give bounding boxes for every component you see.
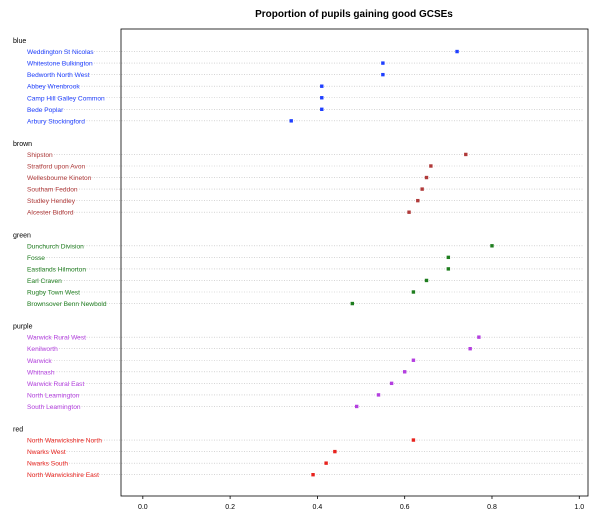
data-point: [424, 278, 429, 283]
data-point: [311, 473, 315, 477]
data-point: [320, 107, 324, 111]
row-label: Warwick Rural East: [27, 381, 84, 388]
data-point: [429, 164, 433, 168]
row-label: North Warwickshire East: [27, 472, 99, 479]
data-point: [407, 210, 411, 214]
data-point: [320, 96, 324, 100]
row-label: Whitestone Bulkington: [27, 61, 93, 68]
row-label: Alcester Bidford: [27, 210, 74, 217]
plot-frame: [120, 28, 589, 497]
row-label: Dunchurch Division: [27, 243, 84, 250]
row-label: Stratford upon Avon: [27, 164, 85, 171]
data-point: [446, 267, 451, 271]
row-label: Kenilworth: [27, 346, 58, 353]
data-point: [350, 301, 355, 306]
row-label: Rugby Town West: [27, 290, 80, 297]
data-point: [446, 255, 451, 260]
row-label: North Leamington: [27, 392, 80, 399]
data-point: [411, 438, 416, 442]
data-point: [416, 198, 420, 203]
group-header-purple: purple: [13, 324, 33, 331]
data-point: [402, 370, 407, 374]
group-header-brown: brown: [13, 141, 32, 148]
group-header-blue: blue: [13, 38, 26, 45]
data-point: [411, 358, 416, 362]
data-point: [354, 404, 359, 409]
data-point: [468, 347, 472, 351]
row-label: Nwarks West: [27, 449, 66, 456]
row-label: Weddington St Nicolas: [27, 49, 94, 56]
x-tick-label: 0.2: [225, 504, 235, 511]
row-label: Bedworth North West: [27, 72, 90, 79]
point-layer: [289, 49, 494, 477]
data-point: [324, 461, 328, 465]
data-point: [381, 72, 385, 77]
data-point: [455, 49, 459, 54]
x-tick-label: 0.8: [487, 504, 497, 511]
row-label: Warwick: [27, 358, 52, 365]
row-label: Warwick Rural West: [27, 335, 86, 342]
row-label: Nwarks South: [27, 461, 68, 468]
data-point: [320, 84, 324, 88]
row-label: Camp Hill Galley Common: [27, 95, 105, 102]
row-label: Arbury Stockingford: [27, 118, 85, 125]
x-tick-label: 0.0: [138, 504, 148, 511]
row-label: Eastlands Hilmorton: [27, 266, 86, 273]
data-point: [420, 187, 424, 191]
group-header-red: red: [13, 427, 23, 434]
data-point: [381, 61, 385, 65]
row-label: South Leamington: [27, 404, 81, 411]
data-point: [333, 449, 337, 454]
row-label: Earl Craven: [27, 278, 62, 285]
row-label: Wellesbourne Kineton: [27, 175, 92, 182]
row-label: North Warwickshire North: [27, 438, 102, 445]
data-point: [411, 290, 416, 294]
row-label: Studley Hendley: [27, 198, 76, 205]
data-point: [477, 335, 481, 339]
row-label: Brownsover Benn Newbold: [27, 301, 107, 308]
data-point: [376, 393, 381, 397]
row-label: Bede Poplar: [27, 107, 64, 114]
x-tick-label: 1.0: [574, 504, 584, 511]
data-point: [464, 152, 468, 157]
chart-title: Proportion of pupils gaining good GCSEs: [255, 9, 453, 20]
row-label: Shipston: [27, 152, 53, 159]
data-point: [389, 381, 394, 386]
x-axis: 0.0 0.2 0.4 0.6 0.8 1.0: [138, 496, 584, 511]
data-point: [490, 244, 494, 248]
x-tick-label: 0.6: [400, 504, 410, 511]
x-tick-label: 0.4: [313, 504, 323, 511]
row-label: Southam Feddon: [27, 187, 78, 194]
data-point: [424, 175, 429, 180]
row-label: Fosse: [27, 255, 45, 262]
grid-layer: [29, 51, 584, 476]
row-label: Abbey Wrenbrook: [27, 84, 80, 91]
row-label: Whitnash: [27, 369, 55, 376]
data-point: [289, 119, 293, 123]
group-header-green: green: [13, 232, 31, 239]
